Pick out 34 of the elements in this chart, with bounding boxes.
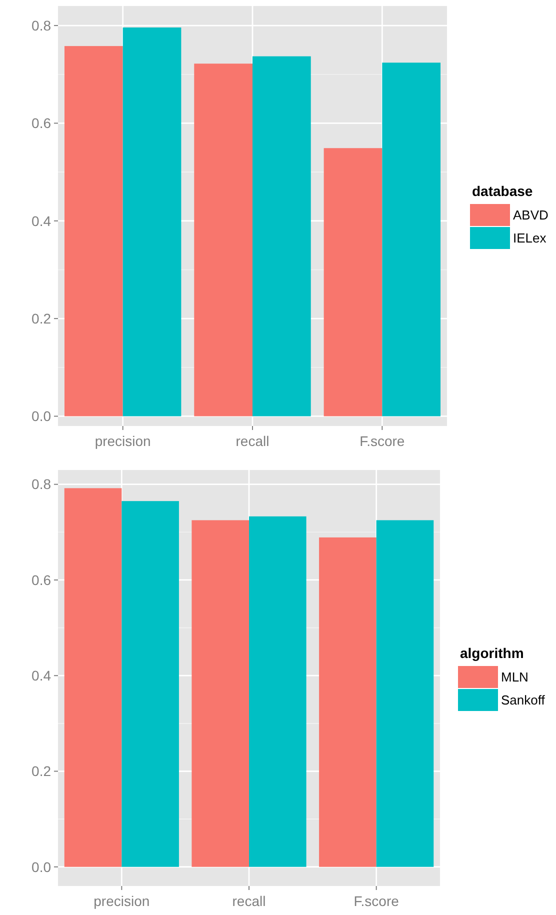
y-tick-label: 0.2 (32, 763, 52, 780)
legend-title: algorithm (460, 645, 524, 661)
y-tick-label: 0.8 (32, 17, 52, 34)
x-tick-label: F.score (360, 433, 405, 449)
bar (376, 520, 434, 867)
y-tick-label: 0.4 (32, 212, 52, 229)
bar (324, 148, 382, 416)
y-tick-label: 0.6 (32, 572, 52, 588)
bar (194, 64, 252, 416)
legend-label: ABVD (513, 208, 548, 223)
y-tick-label: 0.0 (32, 858, 52, 875)
x-tick-label: recall (236, 433, 270, 449)
bar (192, 520, 249, 867)
bar (319, 537, 376, 867)
x-tick-label: recall (232, 893, 266, 909)
legend-title: database (472, 183, 533, 199)
y-tick-label: 0.8 (32, 476, 52, 492)
bar (64, 46, 123, 416)
bar (249, 516, 306, 867)
y-tick-label: 0.4 (32, 668, 52, 684)
x-tick-label: F.score (354, 893, 400, 909)
legend-label: Sankoff (501, 692, 546, 708)
bar (122, 27, 182, 416)
x-tick-label: precision (94, 893, 150, 909)
bar (382, 62, 441, 416)
bar (122, 501, 179, 867)
y-tick-label: 0.0 (32, 408, 52, 424)
y-tick-label: 0.6 (32, 115, 52, 132)
legend-label: MLN (501, 670, 528, 685)
bar (252, 56, 311, 416)
legend-label: IELex (513, 230, 547, 246)
bar (64, 488, 122, 867)
x-tick-label: precision (94, 433, 151, 449)
y-tick-label: 0.2 (32, 310, 52, 326)
